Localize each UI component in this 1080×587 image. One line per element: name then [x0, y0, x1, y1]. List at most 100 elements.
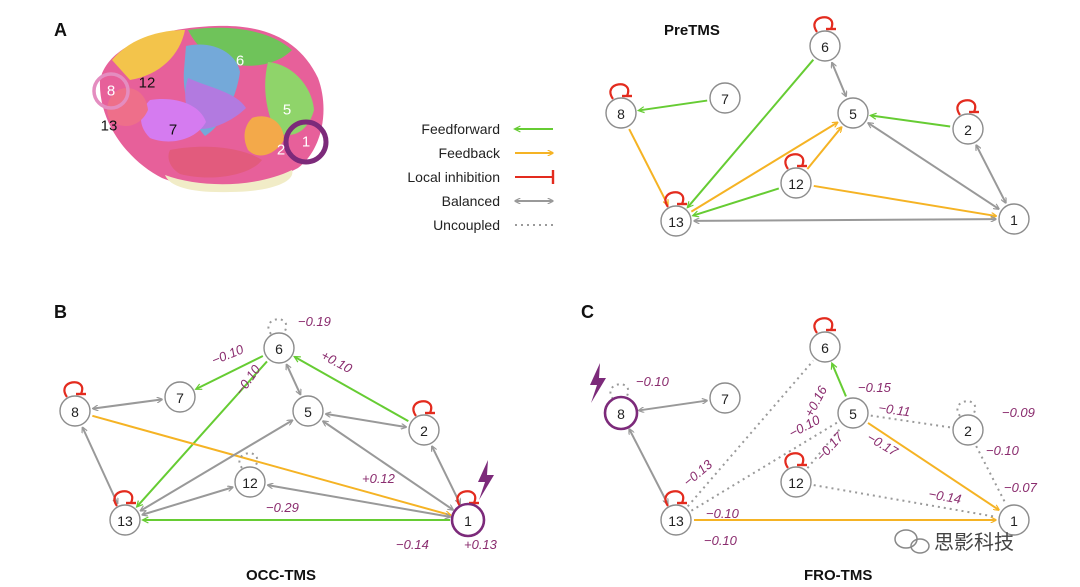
- legend-label-inhibition: Local inhibition: [407, 169, 500, 185]
- panel-b-title: OCC-TMS: [246, 567, 316, 584]
- weight-label: −0.07: [1004, 480, 1038, 495]
- self-inhibition-loop-2: [412, 400, 433, 417]
- edge-feedforward-6-13: [686, 59, 815, 209]
- weight-label: −0.14: [396, 537, 429, 552]
- watermark: 思影科技: [894, 529, 1014, 554]
- node-circle: [952, 113, 984, 145]
- node-1: 1: [998, 504, 1030, 536]
- edge-balanced-7-8: [639, 401, 707, 411]
- weight-label: −0.09: [1002, 405, 1035, 420]
- edge-feedforward-7-8: [636, 99, 708, 114]
- pretms-graph: 6 7 8 5 2 12 13 1: [605, 16, 1030, 237]
- node-circle: [605, 97, 637, 129]
- occ-tms-graph: 6 7 8 5 2 12 13 1: [59, 318, 486, 538]
- node-label: 5: [304, 404, 312, 420]
- node-12: 12: [780, 466, 812, 498]
- brain-label-12: 12: [139, 75, 156, 92]
- node-circle: [809, 30, 841, 62]
- node-5: 5: [837, 397, 869, 429]
- edge-feedback-8-13: [628, 128, 669, 205]
- brain-label-8: 8: [107, 83, 115, 100]
- node-7: 7: [164, 381, 196, 413]
- node-circle: [998, 504, 1030, 536]
- node-label: 2: [420, 423, 428, 439]
- node-circle: [809, 331, 841, 363]
- node-6: 6: [263, 332, 295, 364]
- weight-label: −0.10: [232, 362, 264, 398]
- node-label: 8: [71, 404, 79, 420]
- weight-label: −0.14: [927, 486, 962, 506]
- legend-label-balanced: Balanced: [442, 193, 500, 209]
- self-inhibition-loop-8: [609, 83, 630, 100]
- self-inhibition-loop-13: [113, 490, 134, 507]
- node-circle: [263, 332, 295, 364]
- node-label: 6: [821, 340, 829, 356]
- lightning-icon: [478, 460, 494, 500]
- node-label: 12: [788, 475, 804, 491]
- uncoupled-loop-12: [238, 452, 259, 469]
- edge-balanced-2-1: [975, 145, 1007, 203]
- node-circle: [660, 205, 692, 237]
- node-8: 8: [59, 395, 91, 427]
- weight-label: −0.10: [986, 443, 1020, 458]
- node-circle: [164, 381, 196, 413]
- edge-feedback-12-5: [806, 127, 841, 170]
- edge-uncoupled-12-1: [813, 484, 997, 518]
- node-2: 2: [952, 414, 984, 446]
- legend-label-uncoupled: Uncoupled: [433, 217, 500, 233]
- node-label: 7: [721, 391, 729, 407]
- weight-label: −0.10: [704, 533, 738, 548]
- node-label: 5: [849, 406, 857, 422]
- uncoupled-loop-6: [267, 318, 288, 335]
- edge-feedforward-2-5: [868, 112, 951, 128]
- node-circle: [109, 504, 141, 536]
- node-7: 7: [709, 382, 741, 414]
- node-circle: [709, 82, 741, 114]
- node-circle: [450, 502, 486, 538]
- stim-ring-occipital: [283, 119, 329, 165]
- edge-feedforward-6-7: [194, 355, 264, 390]
- brain-illustration: [99, 25, 324, 193]
- watermark-text: 思影科技: [934, 531, 1014, 554]
- brain-label-5: 5: [283, 102, 291, 119]
- legend-label-feedback: Feedback: [439, 145, 501, 161]
- node-label: 2: [964, 122, 972, 138]
- node-circle: [998, 203, 1030, 235]
- node-circle: [408, 414, 440, 446]
- self-inhibition-loop-2: [956, 99, 977, 116]
- node-8: 8: [603, 395, 639, 431]
- node-circle: [603, 395, 639, 431]
- node-label: 6: [821, 39, 829, 55]
- node-5: 5: [292, 395, 324, 427]
- fro-weight-labels: −0.10 −0.15 +0.16 −0.11 −0.09 −0.13 −0.1…: [636, 374, 1038, 548]
- panel-b-letter: B: [54, 302, 67, 322]
- node-circle: [780, 466, 812, 498]
- node-13: 13: [109, 504, 141, 536]
- legend-label-feedforward: Feedforward: [421, 121, 500, 137]
- node-label: 12: [788, 176, 804, 192]
- self-inhibition-loop-6: [813, 317, 834, 334]
- node-label: 13: [668, 214, 684, 230]
- edge-balanced-2-1: [432, 446, 460, 504]
- edge-uncoupled-13-6: [686, 359, 815, 508]
- node-1: 1: [450, 502, 486, 538]
- node-circle: [952, 414, 984, 446]
- node-label: 7: [721, 91, 729, 107]
- weight-label: −0.13: [680, 456, 715, 489]
- node-label: 5: [849, 106, 857, 122]
- node-label: 7: [176, 390, 184, 406]
- edge-balanced-7-8: [93, 399, 162, 408]
- panel-a-letter: A: [54, 20, 67, 40]
- edge-balanced-8-13: [83, 427, 118, 503]
- edge-feedforward-12-13: [691, 187, 780, 218]
- edge-balanced-6-5: [287, 364, 301, 394]
- node-6: 6: [809, 331, 841, 363]
- weight-label: −0.17: [865, 430, 902, 460]
- node-1: 1: [998, 203, 1030, 235]
- edge-feedforward-2-6: [292, 355, 409, 423]
- weight-label: +0.13: [464, 537, 498, 552]
- weight-label: −0.15: [858, 380, 892, 395]
- node-label: 8: [617, 106, 625, 122]
- node-12: 12: [234, 466, 266, 498]
